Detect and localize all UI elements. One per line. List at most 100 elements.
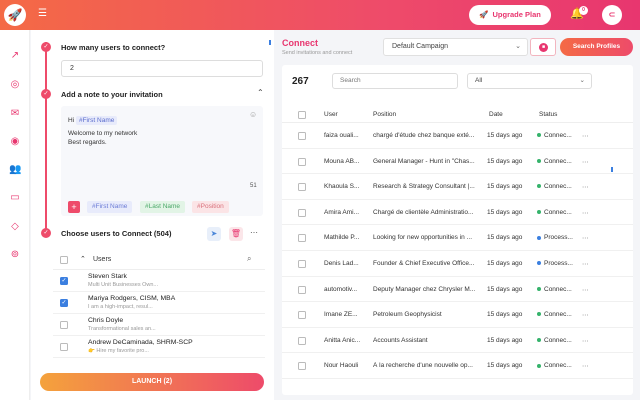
- add-variable-button[interactable]: +: [68, 201, 80, 213]
- row-checkbox[interactable]: [298, 208, 306, 217]
- more-icon[interactable]: ⋯: [582, 337, 589, 345]
- column-status[interactable]: Status: [539, 111, 558, 118]
- rocket-icon[interactable]: 🚀: [4, 4, 26, 26]
- list-item[interactable]: ✓ Mariya Rodgers, CISM, MBA I am a high-…: [53, 292, 265, 314]
- cell-date: 15 days ago: [487, 311, 523, 319]
- row-checkbox[interactable]: [298, 336, 306, 345]
- cell-user[interactable]: faiza ouali...: [324, 132, 359, 139]
- more-icon[interactable]: ⋯: [582, 363, 589, 371]
- chart-icon[interactable]: ↗: [10, 50, 20, 61]
- row-checkbox[interactable]: [298, 157, 306, 166]
- list-item[interactable]: Chris Doyle Transformational sales an...: [53, 314, 265, 336]
- menu-icon[interactable]: ☰: [38, 8, 47, 19]
- table-row[interactable]: Khaoula S... Research & Strategy Consulta…: [282, 174, 633, 200]
- user-checkbox[interactable]: ✓: [60, 299, 68, 307]
- more-icon[interactable]: ⋯: [582, 133, 589, 140]
- step2-title: Add a note to your invitation: [61, 90, 163, 99]
- cell-user[interactable]: automotiv...: [324, 285, 358, 293]
- cell-user[interactable]: Denis Lad...: [324, 259, 359, 267]
- users-list-header: ⌃ Users ⌕: [53, 250, 265, 270]
- table-row[interactable]: Nour Haouli À la recherche d'une nouvelle…: [282, 353, 633, 379]
- list-item[interactable]: ✓ Steven Stark Multi Unit Businesses Own…: [53, 270, 265, 292]
- cell-user[interactable]: Amira Ami...: [324, 208, 360, 216]
- invitation-note-editor[interactable]: Hi #First Name Welcome to my network Bes…: [61, 106, 263, 216]
- table-row[interactable]: automotiv... Deputy Manager chez Chrysler…: [282, 277, 633, 303]
- note-line: Best regards.: [68, 139, 107, 146]
- cell-user[interactable]: Mathilde P...: [324, 234, 360, 242]
- more-icon[interactable]: ⋯: [582, 209, 589, 217]
- target-icon[interactable]: ◎: [10, 79, 20, 90]
- search-profiles-button[interactable]: Search Profiles: [560, 38, 633, 56]
- cell-position: Petroleum Geophysicist: [373, 311, 442, 319]
- brand-icon[interactable]: ⊂: [602, 5, 622, 25]
- more-icon[interactable]: ⋯: [582, 312, 589, 320]
- status-filter-select[interactable]: All ⌄: [467, 73, 592, 89]
- launch-button[interactable]: LAUNCH (2): [40, 373, 264, 391]
- select-all-checkbox[interactable]: [298, 111, 306, 119]
- settings-icon[interactable]: ⊚: [10, 249, 20, 260]
- column-date[interactable]: Date: [489, 111, 503, 118]
- user-checkbox[interactable]: [60, 343, 68, 351]
- emoji-icon[interactable]: ☺: [249, 110, 258, 119]
- send-icon[interactable]: ➤: [207, 227, 221, 241]
- status-dot: [537, 312, 541, 317]
- cell-status: Connec...: [537, 286, 579, 293]
- row-checkbox[interactable]: [298, 234, 306, 243]
- cell-user[interactable]: Anitta Anic...: [324, 336, 361, 344]
- search-icon[interactable]: ⌕: [247, 254, 252, 263]
- table-row[interactable]: Mouna AB... General Manager - Hunt in "Ch…: [282, 149, 633, 175]
- more-icon[interactable]: ⋯: [582, 235, 589, 243]
- table-row[interactable]: Amira Ami... Chargé de clientèle Administ…: [282, 200, 633, 226]
- chevron-up-icon[interactable]: ⌃: [80, 256, 86, 263]
- users-count-input[interactable]: 2: [61, 60, 263, 77]
- row-checkbox[interactable]: [298, 285, 306, 294]
- chevron-up-icon[interactable]: ⌃: [257, 88, 264, 97]
- row-checkbox[interactable]: [298, 259, 306, 268]
- stop-button[interactable]: ■: [530, 38, 556, 56]
- column-position[interactable]: Position: [373, 111, 397, 118]
- user-checkbox[interactable]: ✓: [60, 277, 68, 285]
- column-user[interactable]: User: [324, 111, 338, 118]
- row-checkbox[interactable]: [298, 362, 306, 371]
- more-icon[interactable]: ⋯: [582, 184, 589, 192]
- list-item[interactable]: Andrew DeCaminada, SHRM-SCP 👉 Hire my fa…: [53, 336, 265, 358]
- campaign-select[interactable]: Default Campaign ⌄: [383, 38, 528, 56]
- diamond-icon[interactable]: ◇: [11, 221, 19, 232]
- table-row[interactable]: Imane ZE... Petroleum Geophysicist 15 days…: [282, 302, 633, 328]
- cell-status: Connec...: [537, 132, 579, 139]
- trash-icon[interactable]: 🗑: [229, 227, 243, 241]
- first-name-chip[interactable]: #First Name: [87, 201, 133, 213]
- table-row[interactable]: Anitta Anic... Accounts Assistant 15 days …: [282, 328, 633, 354]
- last-name-chip[interactable]: #Last Name: [140, 201, 186, 213]
- message-icon[interactable]: ▭: [10, 192, 20, 203]
- eye-icon[interactable]: ◉: [10, 136, 20, 147]
- status-dot: [537, 184, 541, 189]
- table-row[interactable]: faiza ouali... chargé d'étude chez banque…: [282, 123, 633, 149]
- cell-user[interactable]: Khaoula S...: [324, 183, 360, 191]
- table-row[interactable]: Mathilde P... Looking for new opportuniti…: [282, 225, 633, 251]
- more-icon[interactable]: ⋯: [582, 286, 589, 294]
- step-check-icon: ✓: [41, 228, 51, 238]
- more-icon[interactable]: ⋯: [250, 228, 258, 237]
- more-icon[interactable]: ⋯: [582, 260, 589, 268]
- cell-date: 15 days ago: [487, 362, 523, 370]
- cell-user[interactable]: Mouna AB...: [324, 157, 360, 165]
- cell-date: 15 days ago: [487, 234, 523, 242]
- cell-user[interactable]: Imane ZE...: [324, 311, 358, 319]
- position-chip[interactable]: #Position: [192, 201, 229, 213]
- cell-position: Deputy Manager chez Chrysler M...: [373, 285, 476, 293]
- table-row[interactable]: Denis Lad... Founder & Chief Executive Of…: [282, 251, 633, 277]
- mail-icon[interactable]: ✉: [10, 108, 20, 119]
- user-checkbox[interactable]: [60, 321, 68, 329]
- status-dot: [537, 235, 541, 240]
- row-checkbox[interactable]: [298, 311, 306, 320]
- row-checkbox[interactable]: [298, 132, 306, 140]
- more-icon[interactable]: ⋯: [582, 158, 589, 166]
- search-input[interactable]: Search: [332, 73, 458, 89]
- row-checkbox[interactable]: [298, 183, 306, 192]
- upgrade-plan-button[interactable]: 🚀 Upgrade Plan: [469, 5, 551, 25]
- users-icon[interactable]: 👥: [9, 164, 22, 175]
- cell-status: Process...: [537, 260, 579, 267]
- cell-user[interactable]: Nour Haouli: [324, 362, 359, 370]
- select-all-checkbox[interactable]: [60, 256, 68, 264]
